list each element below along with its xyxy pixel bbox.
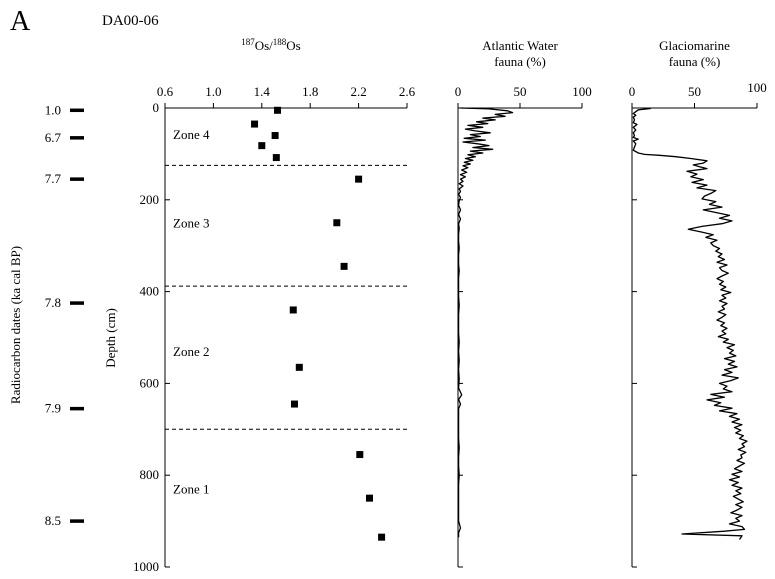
data-point (295, 363, 303, 371)
x-tick-label: 100 (747, 80, 767, 95)
x-tick-label: 0 (629, 84, 636, 99)
radiocarbon-axis-label: Radiocarbon dates (ka cal BP) (8, 246, 23, 404)
chart-title: 187Os/188Os (241, 37, 301, 53)
data-point (274, 106, 282, 114)
zone-label: Zone 4 (173, 127, 210, 142)
x-tick-label: 1.0 (205, 84, 221, 99)
chart-title-line: fauna (%) (494, 54, 546, 69)
series-line (457, 107, 514, 538)
zone-label: Zone 3 (173, 215, 209, 230)
radiocarbon-date-label: 1.0 (45, 102, 61, 117)
data-point (378, 533, 386, 541)
data-point (290, 400, 298, 408)
data-point (251, 120, 259, 128)
core-label: DA00-06 (102, 13, 159, 29)
data-point (355, 175, 363, 183)
data-point (356, 451, 364, 459)
x-tick-label: 1.8 (302, 84, 318, 99)
radiocarbon-date-label: 7.8 (45, 295, 61, 310)
x-tick-label: 2.2 (350, 84, 366, 99)
x-tick-label: 100 (572, 84, 592, 99)
radiocarbon-date-label: 7.9 (45, 401, 61, 416)
radiocarbon-date-tick (70, 406, 84, 411)
chart-title-line: Glaciomarine (659, 38, 730, 53)
series-line (632, 107, 748, 540)
radiocarbon-date-tick (70, 301, 84, 305)
radiocarbon-date-tick (70, 108, 84, 113)
depth-tick-label: 200 (140, 192, 160, 207)
panel-label: A (10, 6, 31, 37)
x-tick-label: 2.6 (399, 84, 416, 99)
radiocarbon-date-label: 7.7 (45, 171, 62, 186)
x-tick-label: 0 (455, 84, 462, 99)
radiocarbon-date-label: 8.5 (45, 513, 61, 528)
zone-label: Zone 2 (173, 344, 209, 359)
zone-label: Zone 1 (173, 482, 209, 497)
chart-title-line: fauna (%) (669, 54, 721, 69)
data-point (272, 154, 280, 162)
data-point (365, 494, 373, 502)
radiocarbon-date-tick (70, 136, 84, 140)
osmium-panel: 0 200 400 600 800 1000 0.6 1.0 1.4 1.8 2.2 2.6 187Os… (133, 37, 416, 574)
depth-tick-label: 1000 (133, 559, 159, 574)
radiocarbon-date-tick (70, 177, 84, 181)
zone-annotations: Zone 4 Zone 3 Zone 2 Zone 1 (165, 127, 407, 497)
radiocarbon-dates: 1.0 6.7 7.7 7.8 7.9 8.5 (45, 102, 84, 528)
x-tick-label: 50 (514, 84, 527, 99)
data-point (340, 262, 348, 270)
depth-tick-label: 800 (140, 467, 160, 482)
depth-axis-label: Depth (cm) (103, 308, 118, 368)
depth-tick-label: 0 (153, 100, 160, 115)
x-tick-label: 50 (688, 84, 701, 99)
x-tick-label: 0.6 (157, 84, 174, 99)
radiocarbon-date-label: 6.7 (45, 130, 62, 145)
depth-tick-label: 400 (140, 284, 160, 299)
data-point (289, 306, 297, 314)
depth-tick-label: 600 (140, 375, 160, 390)
radiocarbon-date-tick (70, 519, 84, 523)
chart-title-line: Atlantic Water (482, 38, 558, 53)
x-tick-label: 1.4 (254, 84, 271, 99)
data-point (333, 219, 341, 227)
data-point (271, 132, 279, 140)
data-point (258, 142, 266, 150)
